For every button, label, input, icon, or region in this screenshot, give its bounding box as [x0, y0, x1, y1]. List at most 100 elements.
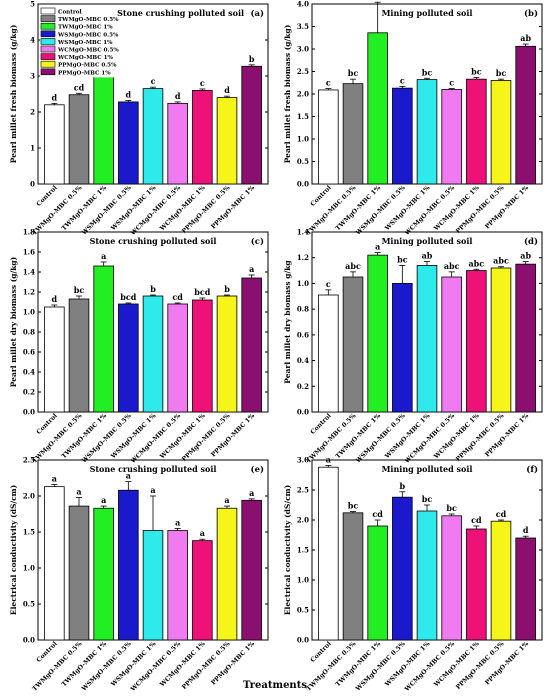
y-tick-label: 1.8 [23, 228, 35, 237]
panel-title: Mining polluted soil [382, 464, 473, 474]
legend-swatch [40, 30, 56, 38]
bar [192, 90, 213, 185]
y-axis-label: Pearl millet fresh biomass (g/kg) [283, 25, 292, 164]
bar [441, 89, 462, 185]
y-tick-label: 1.0 [297, 279, 309, 288]
panel-label: (c) [251, 236, 264, 247]
significance-letter: abc [493, 256, 509, 266]
bar [192, 540, 213, 641]
y-tick-label: 3.0 [297, 456, 309, 465]
bar [142, 295, 164, 413]
x-tick-label: PPMgO-MBC 1% [484, 412, 530, 458]
significance-letter: c [200, 78, 205, 88]
bar [93, 265, 114, 413]
y-tick-label: 3.0 [297, 45, 309, 54]
bar [342, 276, 364, 413]
x-tick-label: Control [35, 184, 59, 208]
x-tick-label: WSMgO-MBC 1% [383, 184, 431, 232]
y-tick-label: 1.6 [23, 248, 35, 257]
bar [490, 80, 512, 185]
y-tick-label: 2 [30, 108, 35, 117]
legend-swatch [40, 68, 56, 76]
x-tick-label: PPMgO-MBC 1% [210, 412, 256, 458]
significance-letter: b [224, 284, 230, 294]
x-tick-label: TWMgO-MBC 0.5% [31, 184, 83, 236]
significance-letter: cd [471, 515, 482, 525]
x-tick-label: TWMgO-MBC 0.5% [31, 412, 83, 464]
y-tick-label: 1 [30, 144, 35, 153]
y-tick-label: 0.0 [297, 636, 309, 645]
y-tick-label: 0.0 [297, 180, 309, 189]
y-tick-label: 2.0 [23, 492, 35, 501]
bar [142, 88, 164, 185]
significance-letter: ab [520, 251, 531, 261]
x-tick-label: TWMgO-MBC 1% [334, 184, 382, 232]
y-tick-label: 0 [30, 180, 35, 189]
bar [241, 277, 262, 413]
significance-letter: c [449, 78, 454, 88]
y-tick-label: 0.5 [23, 600, 35, 609]
bar [490, 520, 512, 641]
bar [216, 97, 238, 185]
panel-title: Stone crushing polluted soil [90, 464, 217, 474]
bar [416, 79, 438, 185]
significance-letter: bcd [194, 287, 210, 297]
y-tick-label: 4.0 [297, 0, 309, 9]
legend-swatch [40, 38, 56, 45]
significance-letter: abc [469, 258, 485, 268]
significance-letter: cd [172, 292, 183, 302]
y-axis-label: Pearl millet fresh biomass (g/kg) [9, 25, 18, 164]
bar [466, 78, 487, 185]
x-tick-label: PPMgO-MBC 1% [210, 184, 256, 230]
bar [118, 101, 139, 185]
x-tick-label: TWMgO-MBC 0.5% [305, 412, 357, 464]
x-tick-label: WSMgO-MBC 1% [109, 184, 157, 232]
y-tick-label: 1.0 [297, 576, 309, 585]
significance-letter: bc [397, 254, 408, 264]
x-tick-label: TWMgO-MBC 1% [60, 184, 108, 232]
x-tick-label: PPMgO-MBC 0.5% [181, 412, 232, 463]
panel-title: Mining polluted soil [382, 8, 473, 18]
legend-swatch [40, 7, 56, 15]
significance-letter: b [150, 284, 156, 294]
chart-panel-d: 0.0 0.2 0.4 0.6 0.8 1.0 1.2 1.4 Pearl millet dry… [283, 228, 543, 466]
bar [515, 537, 536, 641]
significance-letter: bc [422, 67, 433, 77]
y-tick-label: 0.6 [297, 330, 309, 339]
bar [392, 87, 413, 185]
y-tick-label: 0.8 [297, 305, 309, 314]
significance-letter: ab [422, 251, 433, 261]
bar [167, 303, 188, 413]
significance-letter: a [175, 517, 180, 527]
y-tick-label: 3 [30, 72, 35, 81]
legend-label: WCMgO-MBC 0.5% [57, 48, 119, 54]
y-tick-label: 0.2 [23, 388, 35, 397]
significance-letter: a [76, 486, 81, 496]
y-tick-label: 1.4 [23, 268, 35, 277]
bar [367, 525, 388, 641]
bar [318, 466, 339, 641]
x-tick-label: WCMgO-MBC 1% [158, 412, 207, 461]
x-tick-label: TWMgO-MBC 1% [334, 412, 382, 460]
y-tick-label: 5 [30, 0, 35, 9]
bar [466, 528, 487, 641]
bar [44, 486, 65, 641]
panel-title: Mining polluted soil [382, 236, 473, 246]
bar [416, 265, 438, 413]
panel-label: (f) [526, 464, 538, 475]
chart-panel-c: 0.0 0.2 0.4 0.6 0.8 1.0 1.2 1.4 1.6 1.8 Pearl mill… [9, 228, 269, 466]
bar [68, 94, 90, 185]
x-tick-label: PPMgO-MBC 0.5% [455, 412, 506, 463]
bar [142, 530, 164, 641]
x-tick-label: WSMgO-MBC 1% [109, 412, 157, 460]
significance-letter: abc [444, 261, 460, 271]
y-tick-label: 3.5 [297, 22, 309, 31]
y-tick-label: 2.5 [297, 486, 309, 495]
legend-label: WSMgO-MBC 0.5% [57, 32, 119, 38]
y-tick-label: 0.5 [297, 157, 309, 166]
bar [318, 294, 339, 413]
significance-letter: b [249, 54, 255, 64]
significance-letter: d [126, 89, 132, 99]
bar [241, 65, 262, 185]
